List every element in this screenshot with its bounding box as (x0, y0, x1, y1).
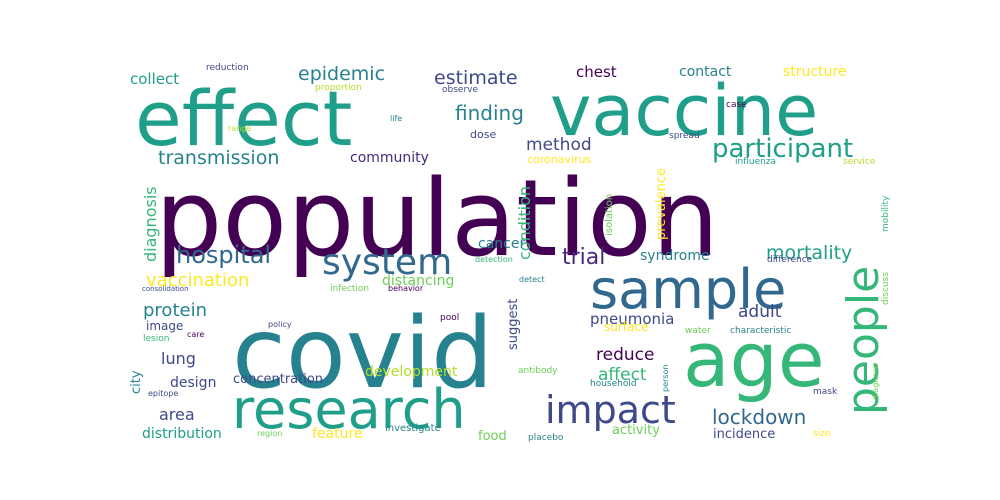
word-consolidation: consolidation (142, 285, 189, 293)
word-suggest: suggest (506, 299, 521, 350)
word-collect: collect (130, 70, 179, 88)
word-antibody: antibody (518, 366, 558, 376)
word-structure: structure (783, 64, 847, 80)
word-policy: policy (268, 320, 292, 329)
word-size: size (813, 429, 831, 439)
word-design: design (170, 375, 216, 391)
word-service: service (843, 157, 876, 167)
word-range: range (228, 124, 251, 133)
word-effect: effect (135, 74, 352, 163)
word-pneumonia: pneumonia (590, 310, 674, 328)
word-prevalence: prevalence (654, 168, 669, 240)
word-chest: chest (576, 63, 617, 81)
word-syndrome: syndrome (640, 248, 710, 264)
word-person: person (661, 365, 670, 392)
word-coronavirus: coronavirus (527, 153, 592, 166)
word-water: water (685, 326, 711, 336)
word-area: area (159, 405, 195, 424)
word-participant: participant (712, 134, 853, 164)
word-vaccine: vaccine (550, 70, 818, 152)
word-concentration: concentration (233, 372, 323, 387)
word-method: method (526, 135, 592, 155)
word-feature: feature (312, 426, 363, 442)
word-impact: impact (545, 388, 676, 432)
word-sample: sample (590, 258, 786, 321)
word-case: case (726, 100, 747, 110)
word-distribution: distribution (142, 426, 222, 442)
word-distancing: distancing (382, 273, 454, 289)
word-proportion: proportion (315, 83, 362, 93)
word-development: development (365, 364, 458, 380)
word-placebo: placebo (528, 433, 564, 443)
word-care: care (187, 330, 204, 339)
word-system: system (322, 242, 452, 283)
word-reduction: reduction (206, 63, 249, 73)
word-condition: condition (515, 186, 534, 260)
word-community: community (350, 150, 429, 166)
word-spread: spread (669, 131, 700, 141)
word-protein: protein (143, 300, 207, 321)
word-trial: trial (562, 245, 605, 270)
word-vaccination: vaccination (146, 270, 249, 291)
word-food: food (478, 429, 507, 444)
word-epitope: epitope (148, 389, 178, 398)
word-people: people (838, 266, 889, 415)
word-transmission: transmission (158, 147, 279, 169)
word-behavior: behavior (388, 284, 424, 293)
word-isolation: isolation (604, 194, 615, 236)
word-incidence: incidence (713, 427, 775, 442)
word-lesion: lesion (143, 334, 169, 344)
word-lockdown: lockdown (712, 405, 806, 429)
word-image: image (146, 319, 183, 333)
word-region: region (257, 429, 282, 438)
word-reduce: reduce (596, 345, 654, 365)
word-household: household (590, 379, 637, 389)
word-difference: difference (767, 255, 813, 265)
word-estimate: estimate (434, 67, 518, 89)
word-life: life (390, 114, 402, 123)
word-mask: mask (813, 387, 838, 397)
word-detect: detect (519, 275, 545, 284)
word-adult: adult (738, 302, 782, 322)
word-diagnosis: diagnosis (141, 186, 160, 262)
word-affect: affect (598, 365, 647, 385)
word-activity: activity (612, 423, 660, 438)
word-detection: detection (475, 255, 513, 264)
word-diagnose: diagnose (871, 364, 880, 400)
word-observe: observe (442, 85, 478, 95)
word-mortality: mortality (766, 242, 852, 264)
word-hospital: hospital (176, 241, 271, 269)
word-finding: finding (455, 101, 524, 125)
word-covid: covid (232, 297, 493, 411)
word-influenza: influenza (735, 157, 776, 167)
word-investigate: investigate (385, 423, 441, 434)
word-discuss: discuss (881, 272, 891, 305)
word-city: city (129, 370, 144, 394)
word-surface: surface (604, 320, 648, 334)
word-lung: lung (161, 349, 196, 368)
word-cancer: cancer (478, 236, 525, 252)
word-population: population (155, 157, 719, 280)
word-pool: pool (440, 313, 459, 323)
word-epidemic: epidemic (298, 63, 385, 85)
word-dose: dose (470, 128, 496, 141)
word-age: age (683, 315, 825, 404)
word-infection: infection (330, 284, 369, 294)
word-characteristic: characteristic (730, 326, 791, 336)
word-contact: contact (679, 64, 732, 80)
word-mobility: mobility (881, 195, 891, 232)
word-research: research (232, 378, 466, 441)
